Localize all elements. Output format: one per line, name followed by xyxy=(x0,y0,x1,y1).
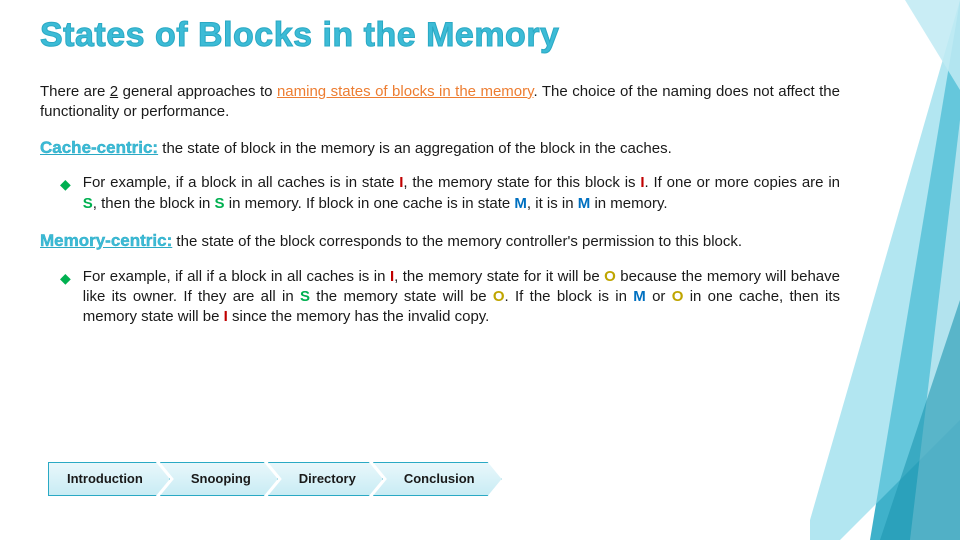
memory-para: Memory-centric: the state of the block c… xyxy=(40,230,840,253)
cache-example: ◆ For example, if a block in all caches … xyxy=(60,173,840,214)
nav-introduction[interactable]: Introduction xyxy=(48,462,170,496)
memory-example: ◆ For example, if all if a block in all … xyxy=(60,267,840,328)
t: . If one or more copies are in xyxy=(645,174,840,191)
memory-tail: the state of the block corresponds to th… xyxy=(172,233,742,250)
cache-example-text: For example, if a block in all caches is… xyxy=(83,173,840,214)
t: in memory. If block in one cache is in s… xyxy=(225,195,515,212)
state-S: S xyxy=(300,288,310,305)
intro-pre: There are xyxy=(40,83,110,100)
cache-heading: Cache-centric: xyxy=(40,138,158,157)
state-M: M xyxy=(633,288,646,305)
cache-tail: the state of block in the memory is an a… xyxy=(158,140,672,157)
t: , the memory state for it will be xyxy=(394,268,604,285)
t: , it is in xyxy=(527,195,578,212)
cache-para: Cache-centric: the state of block in the… xyxy=(40,137,840,160)
state-O: O xyxy=(672,288,684,305)
t: in memory. xyxy=(590,195,667,212)
state-O: O xyxy=(493,288,505,305)
state-M: M xyxy=(514,195,527,212)
t: the memory state will be xyxy=(310,288,493,305)
slide: States of Blocks in the Memory There are… xyxy=(0,0,960,540)
t: . If the block is in xyxy=(505,288,634,305)
t: For example, if all if a block in all ca… xyxy=(83,268,390,285)
t: , then the block in xyxy=(93,195,215,212)
body-text: There are 2 general approaches to naming… xyxy=(40,82,840,344)
nav-snooping[interactable]: Snooping xyxy=(160,462,278,496)
t: since the memory has the invalid copy. xyxy=(228,308,490,325)
intro-para: There are 2 general approaches to naming… xyxy=(40,82,840,123)
nav-directory[interactable]: Directory xyxy=(268,462,383,496)
state-S: S xyxy=(83,195,93,212)
bullet-icon: ◆ xyxy=(60,175,71,214)
state-O: O xyxy=(604,268,616,285)
t: or xyxy=(646,288,672,305)
intro-highlight: naming states of blocks in the memory xyxy=(277,83,534,100)
bullet-icon: ◆ xyxy=(60,269,71,328)
memory-example-text: For example, if all if a block in all ca… xyxy=(83,267,840,328)
page-title: States of Blocks in the Memory xyxy=(40,16,559,55)
nav-conclusion[interactable]: Conclusion xyxy=(373,462,502,496)
intro-mid: general approaches to xyxy=(118,83,277,100)
intro-num: 2 xyxy=(110,83,118,100)
t: For example, if a block in all caches is… xyxy=(83,174,399,191)
state-M: M xyxy=(578,195,591,212)
nav-ribbon: Introduction Snooping Directory Conclusi… xyxy=(48,462,492,496)
state-S: S xyxy=(215,195,225,212)
memory-heading: Memory-centric: xyxy=(40,231,172,250)
t: , the memory state for this block is xyxy=(403,174,640,191)
